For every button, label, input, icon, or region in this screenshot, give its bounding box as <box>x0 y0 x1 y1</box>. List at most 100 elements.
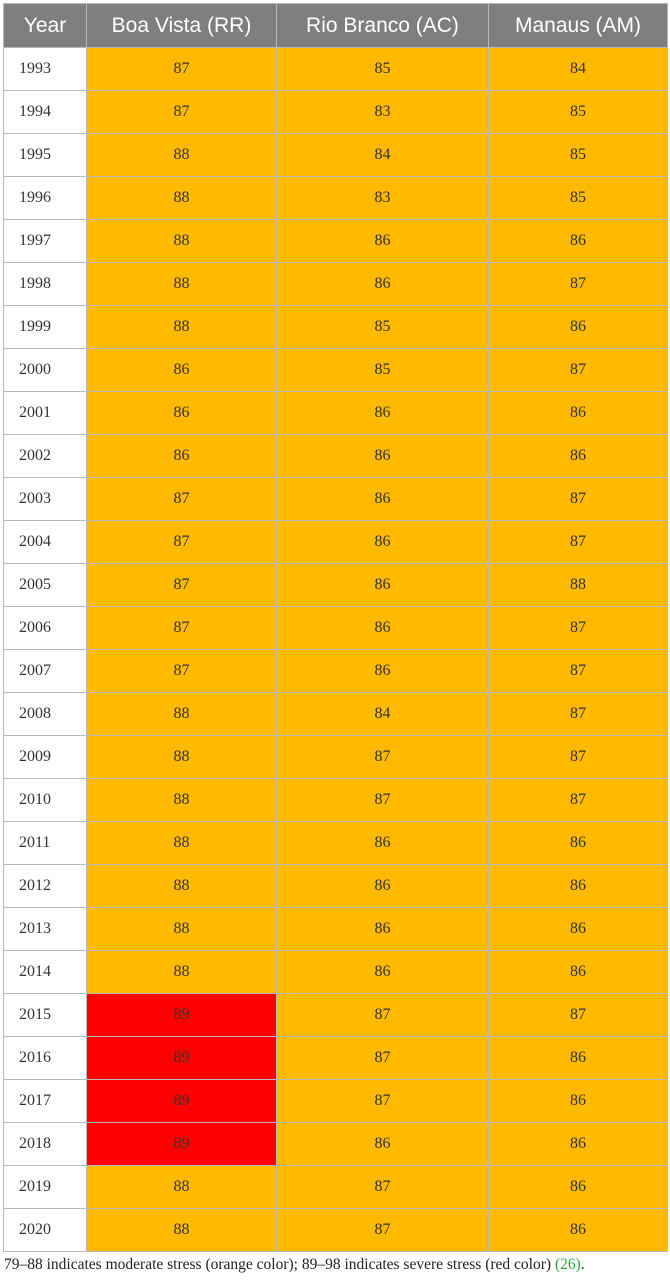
manaus-cell: 86 <box>488 950 668 994</box>
year-cell: 2004 <box>3 520 87 564</box>
table-row: 2018 89 86 86 <box>3 1122 668 1166</box>
year-cell: 1998 <box>3 262 87 306</box>
boa-vista-cell: 89 <box>86 993 277 1037</box>
boa-vista-cell: 88 <box>86 950 277 994</box>
year-cell: 2017 <box>3 1079 87 1123</box>
boa-vista-cell: 88 <box>86 133 277 177</box>
year-cell: 1997 <box>3 219 87 263</box>
rio-branco-cell: 84 <box>276 692 489 736</box>
manaus-cell: 86 <box>488 434 668 478</box>
boa-vista-cell: 89 <box>86 1036 277 1080</box>
boa-vista-cell: 87 <box>86 606 277 650</box>
table-row: 1996 88 83 85 <box>3 176 668 220</box>
rio-branco-cell: 87 <box>276 735 489 779</box>
table-row: 1997 88 86 86 <box>3 219 668 263</box>
manaus-cell: 86 <box>488 821 668 865</box>
year-cell: 1995 <box>3 133 87 177</box>
manaus-cell: 85 <box>488 176 668 220</box>
boa-vista-cell: 87 <box>86 520 277 564</box>
footnote-end: . <box>580 1256 585 1273</box>
boa-vista-cell: 87 <box>86 477 277 521</box>
boa-vista-cell: 88 <box>86 305 277 349</box>
table-row: 1998 88 86 87 <box>3 262 668 306</box>
rio-branco-cell: 86 <box>276 907 489 951</box>
year-cell: 2000 <box>3 348 87 392</box>
boa-vista-cell: 87 <box>86 649 277 693</box>
rio-branco-cell: 86 <box>276 1122 489 1166</box>
rio-branco-cell: 85 <box>276 47 489 91</box>
year-cell: 2006 <box>3 606 87 650</box>
boa-vista-cell: 88 <box>86 219 277 263</box>
table-row: 2017 89 87 86 <box>3 1079 668 1123</box>
table-row: 2006 87 86 87 <box>3 606 668 650</box>
year-cell: 2002 <box>3 434 87 478</box>
table-row: 1995 88 84 85 <box>3 133 668 177</box>
header-rio-branco: Rio Branco (AC) <box>276 3 489 48</box>
table-row: 2008 88 84 87 <box>3 692 668 736</box>
manaus-cell: 87 <box>488 262 668 306</box>
year-cell: 2007 <box>3 649 87 693</box>
table-row: 2011 88 86 86 <box>3 821 668 865</box>
year-cell: 2009 <box>3 735 87 779</box>
boa-vista-cell: 86 <box>86 391 277 435</box>
table-row: 2005 87 86 88 <box>3 563 668 607</box>
year-cell: 2003 <box>3 477 87 521</box>
boa-vista-cell: 86 <box>86 348 277 392</box>
table-row: 2012 88 86 86 <box>3 864 668 908</box>
table-row: 2013 88 86 86 <box>3 907 668 951</box>
rio-branco-cell: 87 <box>276 993 489 1037</box>
rio-branco-cell: 87 <box>276 1208 489 1252</box>
boa-vista-cell: 88 <box>86 176 277 220</box>
table-row: 2004 87 86 87 <box>3 520 668 564</box>
year-cell: 2016 <box>3 1036 87 1080</box>
manaus-cell: 86 <box>488 864 668 908</box>
table-row: 2000 86 85 87 <box>3 348 668 392</box>
rio-branco-cell: 83 <box>276 176 489 220</box>
boa-vista-cell: 88 <box>86 692 277 736</box>
footnote-text: 79–88 indicates moderate stress (orange … <box>4 1256 555 1273</box>
boa-vista-cell: 88 <box>86 778 277 822</box>
year-cell: 2012 <box>3 864 87 908</box>
table-row: 2002 86 86 86 <box>3 434 668 478</box>
rio-branco-cell: 87 <box>276 1079 489 1123</box>
boa-vista-cell: 87 <box>86 90 277 134</box>
rio-branco-cell: 86 <box>276 821 489 865</box>
year-cell: 2005 <box>3 563 87 607</box>
manaus-cell: 86 <box>488 305 668 349</box>
manaus-cell: 84 <box>488 47 668 91</box>
manaus-cell: 86 <box>488 1079 668 1123</box>
footnote-reference-link[interactable]: (26) <box>554 1256 581 1273</box>
boa-vista-cell: 87 <box>86 563 277 607</box>
boa-vista-cell: 89 <box>86 1122 277 1166</box>
boa-vista-cell: 88 <box>86 907 277 951</box>
boa-vista-cell: 88 <box>86 1165 277 1209</box>
manaus-cell: 87 <box>488 649 668 693</box>
header-manaus: Manaus (AM) <box>488 3 668 48</box>
year-cell: 1996 <box>3 176 87 220</box>
year-cell: 2019 <box>3 1165 87 1209</box>
heat-stress-table: Year Boa Vista (RR) Rio Branco (AC) Mana… <box>3 3 668 1252</box>
table-row: 2014 88 86 86 <box>3 950 668 994</box>
year-cell: 2014 <box>3 950 87 994</box>
manaus-cell: 87 <box>488 520 668 564</box>
rio-branco-cell: 86 <box>276 950 489 994</box>
table-row: 2020 88 87 86 <box>3 1208 668 1252</box>
manaus-cell: 85 <box>488 90 668 134</box>
table-row: 2007 87 86 87 <box>3 649 668 693</box>
boa-vista-cell: 88 <box>86 821 277 865</box>
header-row: Year Boa Vista (RR) Rio Branco (AC) Mana… <box>3 3 668 48</box>
manaus-cell: 87 <box>488 606 668 650</box>
year-cell: 2008 <box>3 692 87 736</box>
table-body: 1993 87 85 84 1994 87 83 85 1995 88 84 85 1996 88 83 85… <box>3 47 668 1252</box>
rio-branco-cell: 86 <box>276 262 489 306</box>
rio-branco-cell: 86 <box>276 434 489 478</box>
manaus-cell: 86 <box>488 1165 668 1209</box>
manaus-cell: 87 <box>488 993 668 1037</box>
rio-branco-cell: 87 <box>276 1036 489 1080</box>
rio-branco-cell: 87 <box>276 778 489 822</box>
rio-branco-cell: 86 <box>276 864 489 908</box>
manaus-cell: 86 <box>488 1036 668 1080</box>
rio-branco-cell: 86 <box>276 391 489 435</box>
rio-branco-cell: 83 <box>276 90 489 134</box>
table-row: 2003 87 86 87 <box>3 477 668 521</box>
